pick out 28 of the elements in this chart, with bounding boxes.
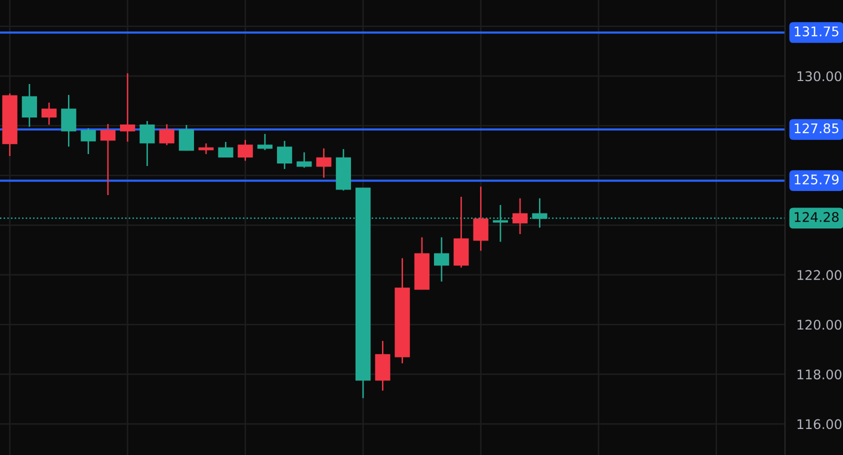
ref-line-label: 124.28 bbox=[794, 212, 839, 222]
candlestick bbox=[42, 102, 57, 126]
candlestick bbox=[178, 124, 194, 152]
candlestick bbox=[159, 124, 174, 146]
candlestick bbox=[61, 94, 76, 148]
ref-line-label: 127.85 bbox=[794, 123, 838, 134]
candlestick bbox=[140, 120, 155, 167]
candlestick bbox=[257, 133, 272, 151]
candlestick bbox=[22, 83, 37, 128]
candlestick bbox=[473, 186, 488, 252]
candlestick bbox=[120, 72, 136, 142]
candlestick bbox=[316, 148, 332, 178]
candlestick bbox=[512, 198, 528, 235]
candlestick bbox=[296, 152, 312, 168]
candlestick bbox=[434, 236, 450, 282]
y-tick-label: 116.00 bbox=[798, 419, 842, 430]
candlestick bbox=[198, 142, 214, 155]
y-tick-label: 120.00 bbox=[798, 320, 842, 330]
candlestick bbox=[277, 140, 292, 170]
ref-line-label: 125.79 bbox=[794, 174, 839, 184]
ref-line-label: 131.75 bbox=[794, 26, 838, 36]
candlestick bbox=[80, 128, 96, 155]
candlestick bbox=[218, 141, 234, 158]
y-tick-label: 118.00 bbox=[798, 369, 842, 380]
y-tick-label: 130.00 bbox=[798, 71, 842, 82]
candlestick bbox=[100, 123, 116, 196]
y-tick-label: 122.00 bbox=[798, 270, 842, 280]
candlestick bbox=[238, 139, 253, 162]
